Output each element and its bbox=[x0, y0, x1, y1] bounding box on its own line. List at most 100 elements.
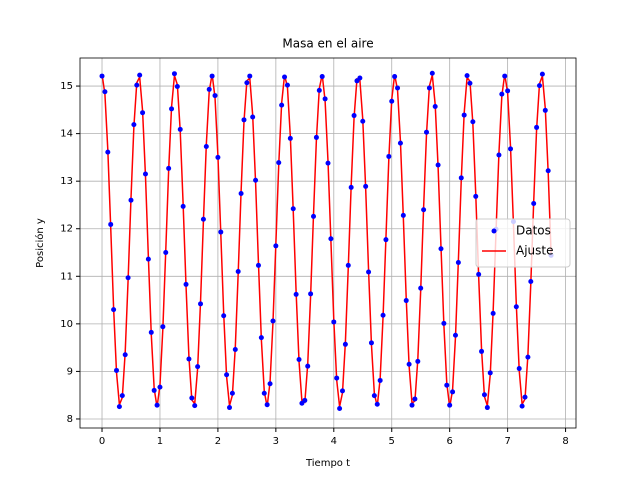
data-point bbox=[166, 165, 172, 171]
data-point bbox=[441, 320, 447, 326]
data-point bbox=[397, 140, 403, 146]
data-point bbox=[505, 88, 511, 94]
data-point bbox=[200, 216, 206, 222]
data-point bbox=[264, 402, 270, 408]
data-point bbox=[308, 291, 314, 297]
data-point bbox=[496, 152, 502, 158]
data-point bbox=[282, 74, 288, 80]
data-point bbox=[232, 347, 238, 353]
data-point bbox=[169, 106, 175, 112]
data-point bbox=[151, 387, 157, 393]
data-point bbox=[116, 404, 122, 410]
chart-title: Masa en el aire bbox=[282, 37, 373, 51]
data-point bbox=[145, 256, 151, 262]
data-point bbox=[319, 74, 325, 80]
data-point bbox=[345, 262, 351, 268]
data-point bbox=[253, 177, 259, 183]
data-point bbox=[105, 149, 111, 155]
data-point bbox=[380, 312, 386, 318]
data-point bbox=[461, 112, 467, 118]
data-point bbox=[122, 352, 128, 358]
plot-frame bbox=[79, 57, 577, 429]
data-point bbox=[322, 96, 328, 102]
data-point bbox=[421, 207, 427, 213]
data-point bbox=[114, 367, 120, 373]
data-point bbox=[531, 201, 537, 207]
data-point bbox=[180, 203, 186, 209]
data-point bbox=[125, 275, 131, 281]
data-point bbox=[134, 82, 140, 88]
data-point bbox=[119, 393, 125, 399]
data-point bbox=[229, 390, 235, 396]
data-point bbox=[206, 86, 212, 92]
data-point bbox=[409, 402, 415, 408]
data-point bbox=[250, 114, 256, 120]
data-point bbox=[525, 354, 531, 360]
data-point bbox=[226, 405, 232, 411]
data-point bbox=[99, 73, 105, 79]
data-point bbox=[171, 71, 177, 77]
data-point bbox=[508, 146, 514, 152]
data-point bbox=[247, 73, 253, 79]
data-point bbox=[296, 357, 302, 363]
data-point bbox=[400, 212, 406, 218]
data-point bbox=[221, 313, 227, 319]
y-tick-label: 13 bbox=[60, 176, 73, 187]
data-point bbox=[273, 243, 279, 249]
data-point bbox=[177, 126, 183, 132]
data-point bbox=[131, 122, 137, 128]
y-tick-label: 11 bbox=[60, 271, 73, 282]
data-point bbox=[542, 107, 548, 113]
data-point bbox=[267, 381, 273, 387]
data-point bbox=[476, 271, 482, 277]
data-point bbox=[374, 401, 380, 407]
data-point bbox=[490, 310, 496, 316]
data-point bbox=[432, 104, 438, 110]
data-point bbox=[377, 377, 383, 383]
data-point bbox=[192, 403, 198, 409]
data-point bbox=[325, 160, 331, 166]
data-point bbox=[209, 73, 215, 79]
data-point bbox=[342, 341, 348, 347]
data-point bbox=[235, 269, 241, 275]
data-point bbox=[452, 332, 458, 338]
data-point bbox=[438, 246, 444, 252]
data-point bbox=[545, 168, 551, 174]
data-point bbox=[293, 291, 299, 297]
legend-label: Ajuste bbox=[516, 244, 554, 258]
data-point bbox=[224, 372, 230, 378]
data-point bbox=[464, 73, 470, 79]
data-point bbox=[261, 390, 267, 396]
x-tick-label: 1 bbox=[157, 436, 163, 447]
data-point bbox=[189, 395, 195, 401]
data-point bbox=[305, 363, 311, 369]
x-tick-label: 3 bbox=[273, 436, 279, 447]
data-point bbox=[386, 153, 392, 159]
x-tick-label: 7 bbox=[504, 436, 510, 447]
x-tick-label: 6 bbox=[446, 436, 452, 447]
data-point bbox=[522, 394, 528, 400]
x-tick-label: 2 bbox=[215, 436, 221, 447]
data-point bbox=[140, 110, 146, 116]
data-point bbox=[424, 129, 430, 135]
data-point bbox=[160, 324, 166, 330]
data-point bbox=[290, 206, 296, 212]
data-point bbox=[331, 319, 337, 325]
data-point bbox=[348, 184, 354, 190]
data-point bbox=[183, 281, 189, 287]
data-point bbox=[429, 70, 435, 76]
data-point bbox=[337, 406, 343, 412]
x-axis-label: Tiempo t bbox=[305, 458, 350, 469]
data-point bbox=[284, 82, 290, 88]
data-point bbox=[244, 80, 250, 86]
data-point bbox=[255, 262, 261, 268]
data-point bbox=[198, 301, 204, 307]
data-point bbox=[519, 403, 525, 409]
data-point bbox=[455, 259, 461, 265]
data-point bbox=[218, 229, 224, 235]
data-point bbox=[270, 318, 276, 324]
x-tick-label: 0 bbox=[99, 436, 105, 447]
data-point bbox=[316, 87, 322, 93]
legend-box bbox=[475, 218, 571, 268]
